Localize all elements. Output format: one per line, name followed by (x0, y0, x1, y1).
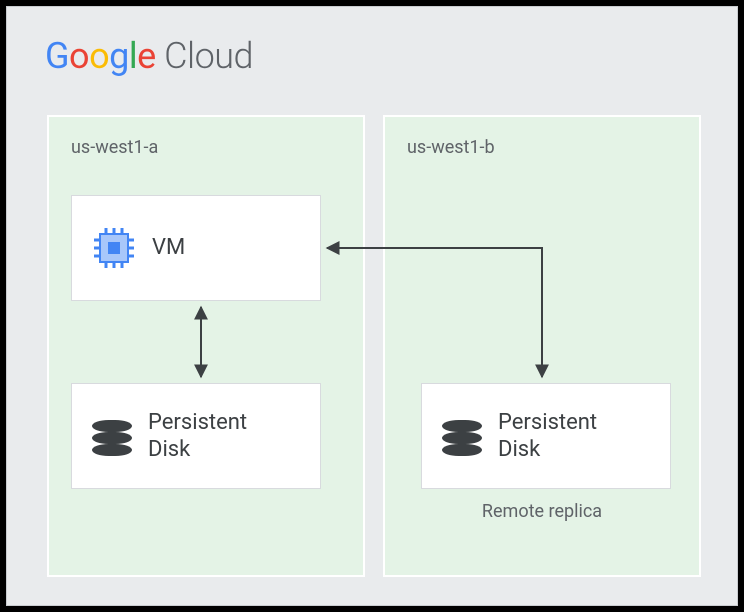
persistent-disk-a-node: Persistent Disk (71, 383, 321, 489)
persistent-disk-b-node: Persistent Disk (421, 383, 671, 489)
remote-replica-caption: Remote replica (383, 501, 701, 522)
logo-cloud-word: Cloud (164, 35, 253, 77)
zone-b-label: us-west1-b (407, 137, 495, 158)
disk-stack-icon (90, 414, 134, 458)
google-cloud-logo: Google Cloud (45, 35, 253, 77)
disk-stack-icon (440, 414, 484, 458)
pd-b-label: Persistent Disk (498, 409, 597, 464)
vm-node: VM (71, 195, 321, 301)
diagram-canvas: Google Cloud us-west1-a us-west1-b VM (6, 6, 738, 606)
pd-a-label: Persistent Disk (148, 409, 247, 464)
vm-label: VM (152, 234, 185, 262)
zone-a-label: us-west1-a (71, 137, 158, 158)
cpu-chip-icon (90, 224, 138, 272)
zone-us-west1-a: us-west1-a (47, 115, 365, 577)
